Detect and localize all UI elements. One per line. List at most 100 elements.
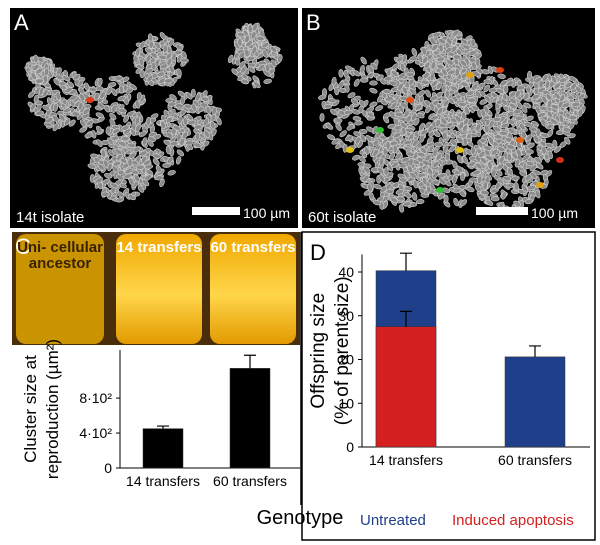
cell <box>42 89 49 98</box>
cell <box>369 80 378 86</box>
y-axis-label: Cluster size at <box>21 355 40 463</box>
cell <box>187 119 197 125</box>
cell <box>142 179 150 187</box>
x-tick-label: 14 transfers <box>126 473 200 489</box>
cell <box>193 124 203 130</box>
cell <box>156 71 165 77</box>
fluorescent-cell <box>456 147 464 153</box>
fluorescent-cell <box>86 97 94 103</box>
cell <box>104 173 113 179</box>
panel-label: D <box>310 240 326 265</box>
cell <box>405 71 415 77</box>
cell <box>180 57 189 63</box>
y-axis-label: Offspring size <box>308 293 329 409</box>
tube-label: 14 transfers <box>116 239 202 256</box>
cell <box>79 126 88 133</box>
bar <box>504 356 566 448</box>
cell <box>95 177 104 184</box>
cell <box>338 68 344 78</box>
cell <box>58 114 66 122</box>
cell <box>358 129 368 135</box>
cell <box>127 142 136 148</box>
cell <box>32 64 40 71</box>
cell <box>62 75 71 82</box>
cell <box>443 194 449 204</box>
cell <box>460 172 466 181</box>
cell <box>138 130 147 137</box>
cell <box>251 46 258 55</box>
cell <box>150 52 158 59</box>
cell <box>252 23 258 32</box>
cell <box>403 186 413 192</box>
cell <box>145 116 151 126</box>
cell <box>244 48 250 58</box>
cell <box>253 81 261 89</box>
cell <box>398 163 408 169</box>
cell <box>444 89 450 99</box>
fluorescent-cell <box>536 182 544 188</box>
cell <box>177 90 186 98</box>
cell <box>257 64 265 72</box>
cell <box>158 54 167 60</box>
cell <box>112 127 121 135</box>
cell <box>265 63 271 73</box>
tube-label: Uni- cellular ancestor <box>17 239 103 272</box>
cell <box>118 141 127 147</box>
cell <box>191 103 197 112</box>
fluorescent-cell <box>556 157 564 163</box>
cell <box>203 130 210 138</box>
fluorescent-cell <box>496 67 504 73</box>
cell <box>514 115 524 121</box>
cell <box>84 132 93 139</box>
cell <box>165 131 174 139</box>
cell <box>172 125 181 131</box>
cell <box>475 58 481 67</box>
cell <box>270 59 277 68</box>
cell <box>105 126 111 135</box>
cell <box>248 65 256 73</box>
cell <box>97 163 105 171</box>
cell <box>71 111 81 117</box>
scale-label: 100 µm <box>243 205 290 221</box>
cell <box>33 94 39 104</box>
cell <box>454 67 460 77</box>
cell <box>117 191 125 198</box>
cell <box>184 140 194 146</box>
cell <box>120 136 130 142</box>
cell <box>79 93 86 102</box>
cell <box>246 55 255 62</box>
cell <box>147 33 154 42</box>
cell <box>111 165 119 173</box>
cell <box>568 115 578 121</box>
y-tick-label: 0 <box>104 460 112 476</box>
cell <box>73 73 81 81</box>
cell <box>99 91 106 100</box>
legend-entry: Induced apoptosis <box>452 512 574 529</box>
cell <box>69 94 78 101</box>
cell <box>55 74 64 81</box>
cell <box>175 156 182 165</box>
cell <box>123 173 132 180</box>
cell <box>269 45 278 53</box>
cell <box>144 164 154 170</box>
cell <box>244 34 250 44</box>
cell <box>247 24 253 34</box>
cell <box>94 92 100 101</box>
x-tick-label: 60 transfers <box>213 473 287 489</box>
cell <box>102 178 111 185</box>
cell <box>497 73 506 79</box>
cell <box>168 65 175 74</box>
cell <box>516 85 526 91</box>
cell <box>159 32 167 40</box>
cell <box>107 162 113 172</box>
cell <box>42 74 48 84</box>
cell <box>323 103 333 109</box>
cell <box>193 142 202 148</box>
cell <box>114 148 123 155</box>
cell <box>176 133 182 142</box>
cell <box>52 123 59 132</box>
cell <box>100 149 107 158</box>
cell <box>118 107 127 114</box>
